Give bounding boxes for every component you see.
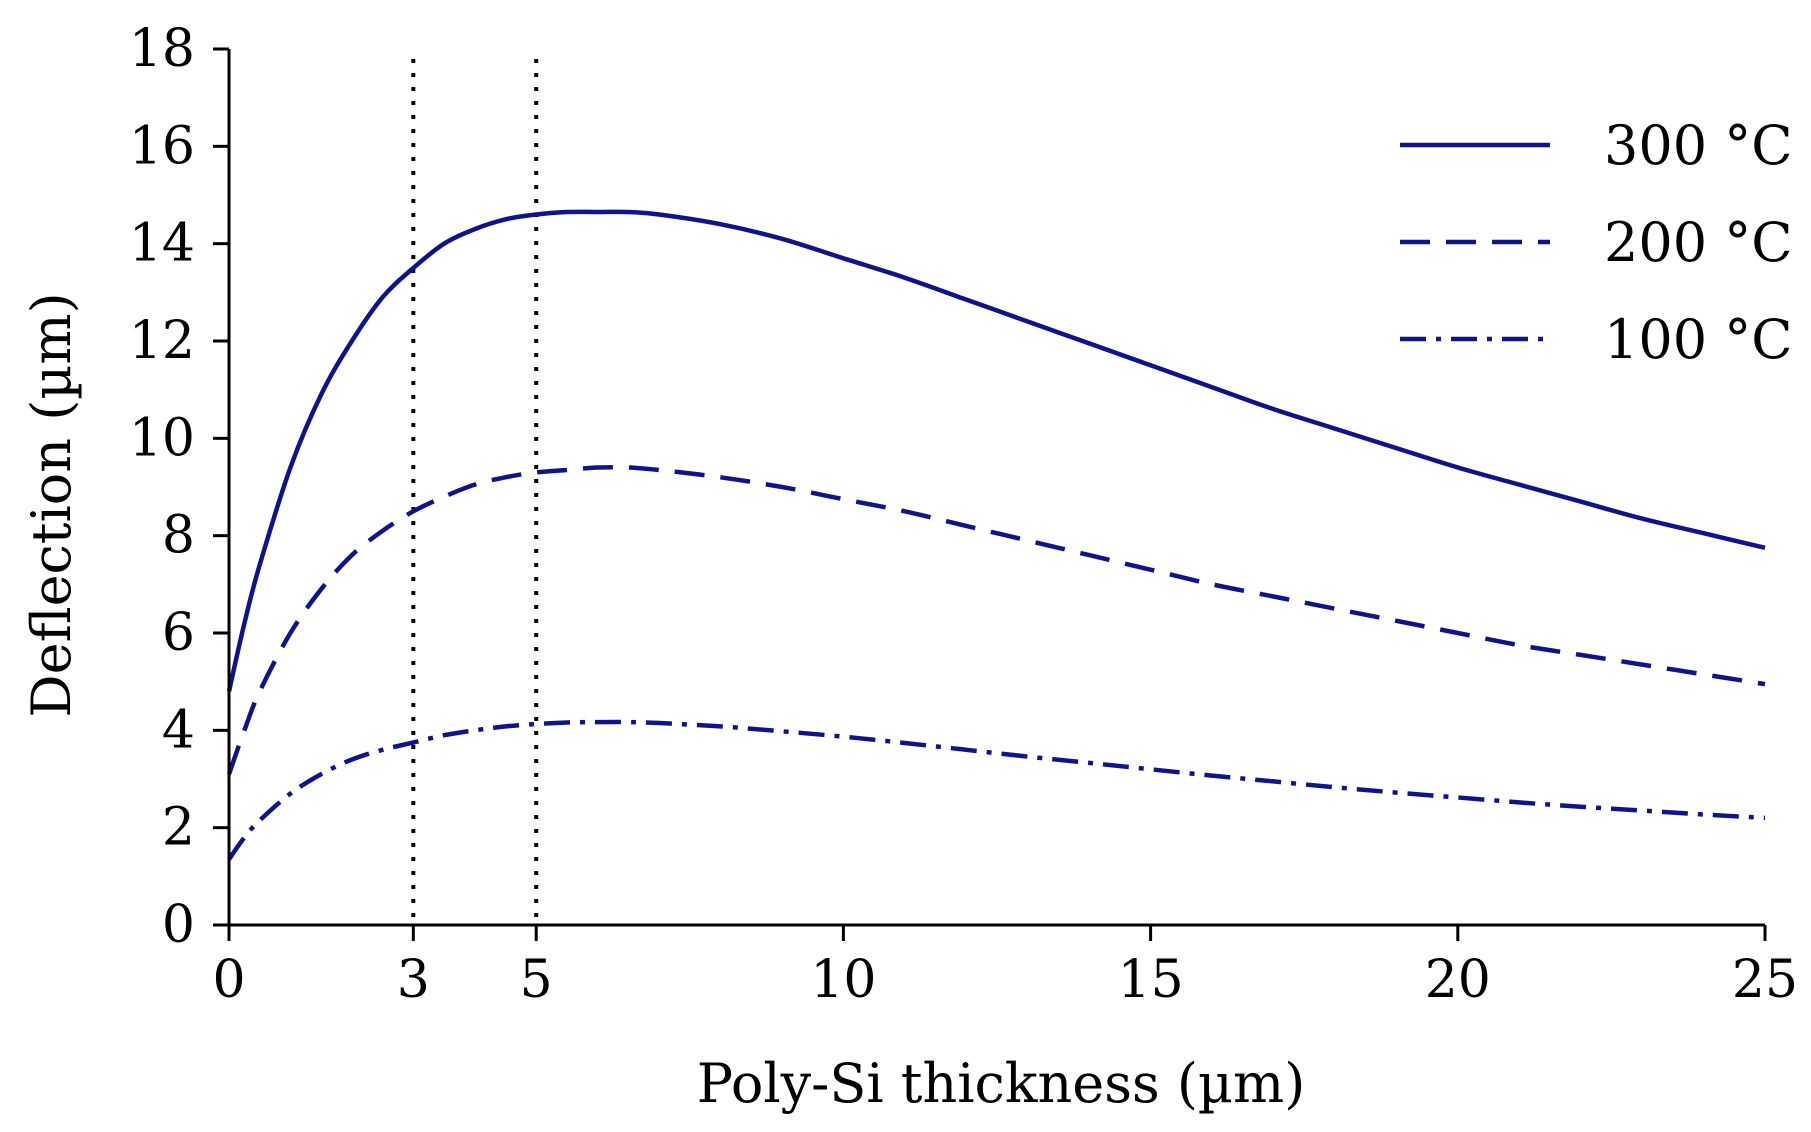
y-tick-label: 2 [162, 798, 195, 858]
x-tick-label: 20 [1425, 950, 1491, 1010]
x-tick-label: 25 [1732, 950, 1798, 1010]
y-tick-label: 12 [129, 311, 195, 371]
y-tick-label: 16 [129, 116, 195, 176]
series-line-200-c [226, 464, 1766, 775]
legend-label: 100 °C [1604, 308, 1793, 371]
y-axis-ticks: 0 2 4 6 8 10 12 14 16 18 [129, 19, 229, 955]
x-tick-label: 15 [1118, 950, 1184, 1010]
y-tick-label: 10 [129, 408, 195, 468]
y-tick-label: 8 [162, 506, 195, 566]
y-tick-label: 6 [162, 603, 195, 663]
reference-lines [411, 59, 539, 925]
x-tick-label: 0 [212, 950, 245, 1010]
series-line-300-c [226, 209, 1766, 692]
x-tick-label: 10 [810, 950, 876, 1010]
y-axis-label: Deflection (µm) [20, 292, 83, 717]
series-lines [226, 209, 1766, 861]
series-line-100-c [227, 719, 1766, 861]
legend-label: 300 °C [1604, 114, 1793, 177]
y-tick-label: 14 [129, 214, 195, 274]
x-tick-label: 3 [397, 950, 430, 1010]
x-axis-label: Poly-Si thickness (µm) [697, 1052, 1306, 1115]
x-tick-label: 5 [520, 950, 553, 1010]
axes [227, 49, 1765, 927]
y-tick-label: 18 [129, 19, 195, 79]
y-tick-label: 0 [162, 895, 195, 955]
legend-label: 200 °C [1604, 211, 1793, 274]
legend: 300 °C 200 °C 100 °C [1400, 114, 1793, 371]
y-tick-label: 4 [162, 700, 195, 760]
x-axis-ticks: 0 3 5 10 15 20 25 [212, 925, 1798, 1010]
